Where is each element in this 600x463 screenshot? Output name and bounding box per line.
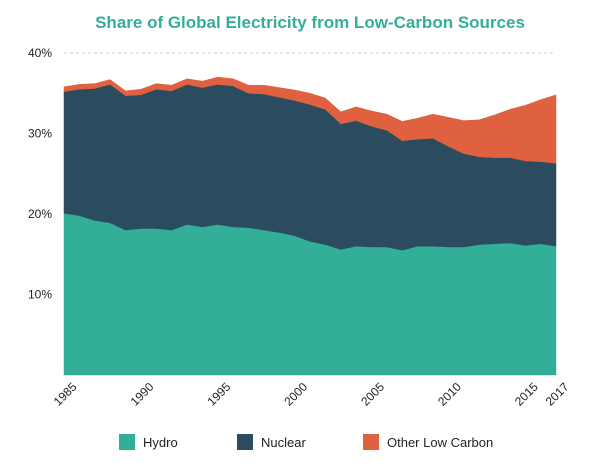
chart-title: Share of Global Electricity from Low-Car… (95, 13, 525, 32)
y-tick-label: 20% (28, 207, 52, 221)
x-tick-label: 1985 (51, 380, 80, 409)
x-tick-label: 2005 (358, 380, 387, 409)
x-tick-label: 2015 (512, 380, 541, 409)
y-axis-ticks: 10% 20% 30% 40% (28, 46, 52, 302)
x-tick-label: 2017 (543, 380, 572, 409)
area-nuclear (63, 84, 557, 251)
legend-label-nuclear: Nuclear (261, 435, 306, 450)
y-tick-label: 30% (28, 127, 52, 141)
y-tick-label: 10% (28, 288, 52, 302)
x-tick-label: 2000 (281, 380, 310, 409)
legend: Hydro Nuclear Other Low Carbon (119, 434, 493, 450)
legend-swatch-nuclear (237, 434, 253, 450)
x-tick-label: 1995 (205, 380, 234, 409)
legend-label-hydro: Hydro (143, 435, 178, 450)
legend-swatch-hydro (119, 434, 135, 450)
legend-swatch-other-low-carbon (363, 434, 379, 450)
x-axis-ticks: 1985 1990 1995 2000 2005 2010 2015 2017 (51, 380, 572, 409)
y-tick-label: 40% (28, 46, 52, 60)
stacked-area-plot (63, 76, 557, 376)
legend-label-other-low-carbon: Other Low Carbon (387, 435, 493, 450)
area-other-low-carbon (63, 76, 557, 164)
x-tick-label: 1990 (128, 380, 157, 409)
x-tick-label: 2010 (435, 380, 464, 409)
